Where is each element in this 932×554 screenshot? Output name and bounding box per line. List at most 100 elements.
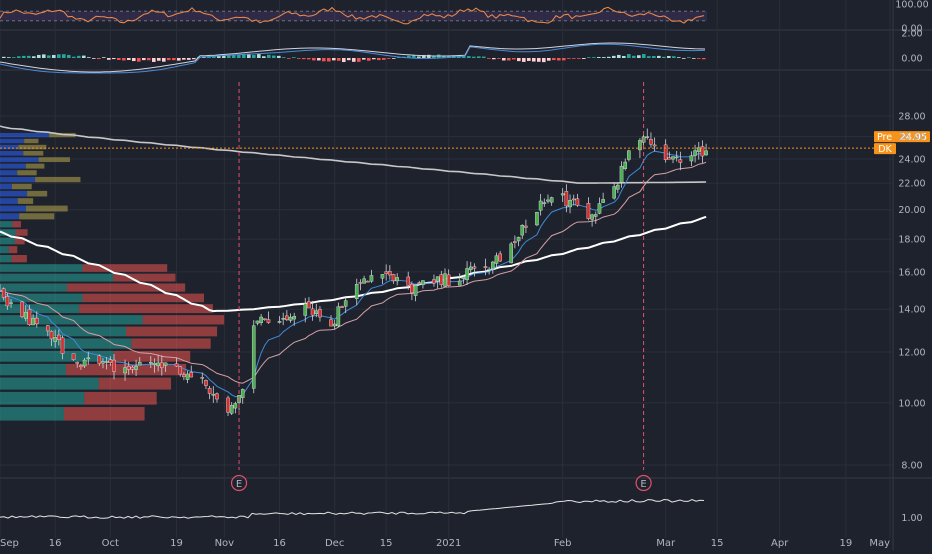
- candle: [310, 300, 315, 321]
- earnings-badge[interactable]: [230, 474, 248, 492]
- macd-axis-tick-label[interactable]: 2.00: [901, 29, 922, 40]
- macd-histogram-bar: [257, 54, 261, 58]
- candle: [82, 358, 87, 369]
- macd-histogram-bar: [192, 58, 196, 60]
- candle-body: [285, 315, 289, 321]
- price-axis-tick-label[interactable]: 28.00: [898, 112, 925, 123]
- time-axis-tick-label[interactable]: 16: [49, 538, 62, 549]
- macd-signal-line: [0, 43, 706, 74]
- macd-histogram-bar: [682, 58, 686, 59]
- candle-body: [623, 161, 628, 169]
- macd-histogram-bar: [262, 56, 266, 58]
- candle-body: [671, 156, 675, 160]
- candle: [34, 311, 39, 328]
- earnings-badge[interactable]: [635, 474, 652, 492]
- time-axis-tick-label[interactable]: Mar: [656, 538, 676, 549]
- price-axis-tick-label[interactable]: 22.00: [898, 179, 925, 190]
- time-axis-tick-label[interactable]: May: [869, 538, 890, 549]
- volume-pane: [0, 498, 705, 519]
- time-axis-tick-label[interactable]: 2021: [436, 538, 461, 549]
- time-axis-tick-label[interactable]: Oct: [102, 538, 119, 549]
- candle-body: [262, 318, 267, 320]
- candle: [255, 320, 260, 326]
- candle-body: [310, 308, 315, 316]
- candle: [520, 224, 525, 239]
- time-axis-tick-label[interactable]: 19: [170, 538, 183, 549]
- candle: [211, 386, 216, 403]
- time-axis-tick-label[interactable]: 15: [380, 538, 393, 549]
- candle-body: [215, 393, 219, 400]
- candle: [185, 370, 190, 384]
- macd-histogram-bar: [127, 58, 131, 61]
- time-axis-tick-label[interactable]: 15: [711, 538, 724, 549]
- rsi-axis-tick-label[interactable]: 0.00: [901, 24, 922, 35]
- candle-body: [307, 301, 311, 309]
- candle: [509, 241, 513, 264]
- price-axis-tick-label[interactable]: 16.00: [898, 267, 925, 278]
- price-axis-tick-label[interactable]: 26.00: [898, 132, 925, 143]
- ticker-tag[interactable]: [874, 143, 896, 155]
- macd-histogram-bar: [672, 56, 676, 58]
- time-axis-tick-label[interactable]: Nov: [215, 538, 235, 549]
- rsi-axis-tick-label[interactable]: 100.00: [895, 0, 928, 11]
- time-axis-tick-label[interactable]: Sep: [0, 538, 19, 549]
- macd-histogram-bar: [362, 58, 366, 60]
- macd-histogram-bar: [572, 58, 576, 59]
- price-axis-tick-label[interactable]: 14.00: [898, 305, 925, 316]
- candle: [395, 273, 399, 286]
- candle-body: [1, 288, 6, 298]
- time-axis-tick-label[interactable]: Apr: [771, 538, 789, 549]
- candle-body: [538, 200, 543, 211]
- candle-body: [152, 362, 157, 366]
- volume-profile-bar-down: [18, 144, 47, 150]
- price-axis-tick-label[interactable]: 8.00: [901, 461, 922, 472]
- last-price-session-label[interactable]: Pre: [877, 132, 892, 143]
- time-axis-tick-label[interactable]: 19: [840, 538, 853, 549]
- candle: [671, 156, 675, 164]
- time-axis-tick-label[interactable]: Feb: [554, 538, 572, 549]
- candle: [465, 261, 469, 285]
- price-axis-tick-label[interactable]: 18.00: [898, 235, 925, 246]
- macd-histogram-bar: [337, 58, 341, 61]
- time-axis-tick-label[interactable]: Dec: [325, 538, 344, 549]
- volume-axis-tick-label[interactable]: 1.00: [901, 513, 922, 524]
- ticker-label[interactable]: DK: [878, 144, 892, 155]
- candle-body: [439, 274, 444, 285]
- macd-histogram-bar: [367, 58, 371, 61]
- candle-body: [593, 214, 598, 217]
- volume-profile-bar-up: [0, 246, 9, 254]
- earnings-badge-label[interactable]: E: [236, 479, 242, 490]
- price-axis-tick-label[interactable]: 24.00: [898, 154, 925, 165]
- candle: [384, 264, 388, 281]
- price-axis-tick-label[interactable]: 12.00: [898, 348, 925, 359]
- earnings-badge-label[interactable]: E: [640, 479, 646, 490]
- volume-profile-bar-down: [84, 391, 157, 405]
- macd-histogram-bar: [182, 58, 186, 60]
- candle-body: [207, 388, 212, 394]
- last-price-tag[interactable]: [874, 131, 930, 143]
- macd-histogram-bar: [642, 54, 646, 58]
- time-axis-tick-label[interactable]: 16: [273, 538, 286, 549]
- volume-profile-bar-up: [0, 190, 28, 197]
- candle-body: [31, 318, 35, 326]
- last-price-value[interactable]: 24.95: [900, 132, 927, 143]
- candle-body: [487, 268, 491, 271]
- candle: [571, 194, 576, 206]
- macd-histogram-bar: [522, 58, 526, 62]
- macd-histogram-bar: [502, 58, 506, 61]
- macd-axis-tick-label[interactable]: 0.00: [901, 54, 922, 65]
- candle-body: [520, 225, 525, 236]
- price-axis-tick-label[interactable]: 20.00: [898, 205, 925, 216]
- price-axis-tick-label[interactable]: 10.00: [898, 398, 925, 409]
- candle: [9, 299, 13, 308]
- candle-body: [560, 193, 565, 196]
- volume-profile-bar-up: [0, 255, 12, 263]
- candle: [126, 361, 131, 375]
- candle-body: [156, 362, 160, 367]
- candle-body: [20, 301, 24, 317]
- macd-histogram-bar: [627, 54, 631, 58]
